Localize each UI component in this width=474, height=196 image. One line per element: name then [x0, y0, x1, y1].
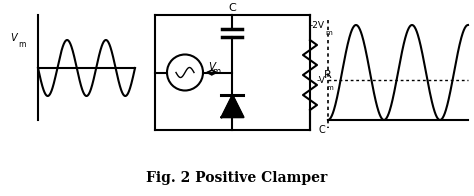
Text: R: R [324, 70, 332, 80]
Text: -2V: -2V [310, 21, 325, 30]
Text: m: m [326, 30, 332, 36]
Text: C: C [228, 3, 237, 13]
Text: m: m [213, 67, 221, 76]
Text: V: V [10, 33, 17, 43]
Text: V: V [208, 62, 215, 72]
Text: m: m [18, 40, 26, 48]
Text: m: m [326, 85, 333, 91]
Text: C: C [318, 125, 325, 135]
Text: Fig. 2 Positive Clamper: Fig. 2 Positive Clamper [146, 171, 328, 185]
Text: -V: -V [316, 75, 325, 84]
Polygon shape [221, 95, 244, 117]
